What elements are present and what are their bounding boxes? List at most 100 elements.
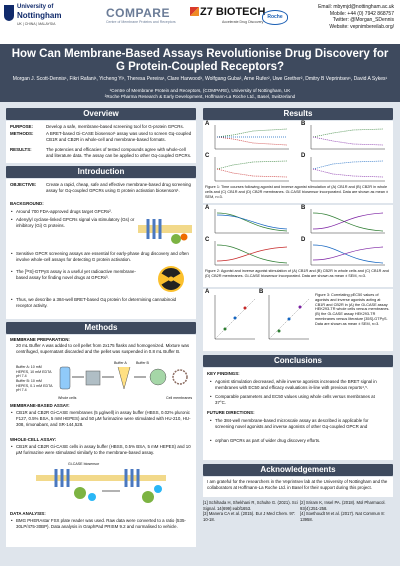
fig3-panel-a	[214, 295, 256, 340]
figure-3: A B Figure 3: Correlating pEC50 values o…	[203, 289, 393, 351]
fig2-panel-a	[214, 209, 289, 234]
acknowledgements-text: I am grateful for the researchers in the…	[207, 479, 388, 490]
future-directions-label: FUTURE DIRECTIONS:	[207, 410, 255, 415]
diagram-buffer-a-label: Buffer A	[114, 361, 127, 365]
fig2-label-d: D	[301, 237, 306, 243]
university-of-nottingham-logo: University of Nottingham UK | CHINA | MA…	[4, 3, 62, 37]
methods-panel: MEMBRANE PREPARATION: 20 mL Buffer A was…	[6, 335, 196, 547]
diagram-whole-cells-label: Whole cells	[58, 396, 77, 400]
fig2-panel-b	[310, 209, 385, 234]
gi-case-biosensor-diagram	[36, 469, 166, 503]
fig3-label-a: A	[205, 289, 210, 295]
background-label: BACKGROUND:	[10, 201, 44, 206]
fig1-label-a: A	[205, 121, 210, 127]
fig2-panel-d	[310, 241, 385, 266]
figure-3-caption: Figure 3: Correlating pEC50 values of ag…	[315, 293, 390, 326]
contact-website[interactable]: Website: vepnimbereilab.org/	[329, 23, 394, 30]
fig1-panel-c	[214, 157, 289, 182]
reference-2: [2] Sriram K, Insel PA. (2018). Mol Phar…	[300, 500, 386, 511]
background-bullet-4: The [³⁵S]-GTPγS assay is a useful yet ra…	[11, 269, 146, 281]
figure-1-chart	[214, 125, 385, 182]
figure-2-chart	[214, 209, 385, 266]
z7-biotech-icon	[190, 7, 199, 16]
affiliation-2: ²Roche Pharma Research & Early Developme…	[104, 94, 296, 99]
title-bar: How Can Membrane-Based Assays Revolution…	[0, 44, 400, 102]
z7-biotech-logo: Z7 BIOTECH	[200, 6, 266, 18]
background-bullet-1: Around 700 FDA-approved drugs target GPC…	[11, 209, 192, 215]
data-analysis-text: BMG PHERAstar FSX plate reader was used.…	[11, 518, 192, 530]
contact-twitter[interactable]: Twitter: @Morgan_SDennis	[332, 17, 394, 23]
reference-1: [1] Schihada H, Shekhani R, Schulte G. (…	[203, 500, 298, 511]
figure-2-caption: Figure 2: Agonist and inverse agonist st…	[205, 269, 389, 278]
contact-email[interactable]: Email: mbymjd@nottingham.ac.uk	[318, 4, 394, 10]
acknowledgements-heading: Acknowledgements	[203, 464, 393, 476]
contact-info: Email: mbymjd@nottingham.ac.uk Mobile: +…	[318, 4, 394, 30]
overview-panel: PURPOSE: Develop a safe, membrane-based …	[6, 121, 196, 163]
acknowledgements-panel: I am grateful for the researchers in the…	[203, 477, 393, 497]
affiliation-1: ¹Centre of Membrane Protein and Receptor…	[109, 88, 291, 93]
reference-3: [3] Manera CA et al. (2015). Eur J Med C…	[203, 511, 296, 522]
uon-logo-line3: UK | CHINA | MALAYSIA	[17, 22, 56, 26]
conclusions-panel: KEY FINDINGS: Agonist stimulation decrea…	[203, 368, 393, 460]
introduction-panel: OBJECTIVE: Create a rapid, cheap, safe a…	[6, 179, 196, 319]
membrane-assay-text: CB1R and CB2R Gi-CASE membranes (5 µg/we…	[11, 410, 192, 428]
header: University of Nottingham UK | CHINA | MA…	[0, 0, 400, 44]
introduction-heading: Introduction	[6, 166, 196, 178]
overview-heading: Overview	[6, 108, 196, 120]
future-direction-1: The 384-well membrane-based microscale a…	[210, 418, 387, 430]
key-finding-1: Agonist stimulation decreased, while inv…	[210, 379, 387, 391]
fig2-label-b: B	[301, 205, 306, 211]
objective-label: OBJECTIVE:	[10, 182, 37, 187]
membrane-prep-diagram	[59, 366, 188, 390]
results-heading: Results	[203, 108, 393, 120]
whole-cell-assay-text: CB1R and CB2R Gi-CASE cells in assay buf…	[11, 444, 192, 456]
gpcr-membrane-diagram	[138, 219, 192, 244]
radioactive-icon	[158, 266, 184, 292]
fig1-panel-d	[310, 157, 385, 182]
whole-cell-assay-label: WHOLE-CELL ASSAY:	[10, 437, 57, 442]
authors: Morgan J. Scott-Dennis¹, Fikri Rafani¹, …	[12, 76, 388, 82]
methods-heading: Methods	[6, 322, 196, 334]
fig3-panel-b	[268, 295, 310, 340]
uon-shield-icon	[4, 5, 14, 21]
roche-logo: Roche	[262, 10, 288, 25]
purpose-label: PURPOSE:	[10, 124, 33, 129]
key-findings-label: KEY FINDINGS:	[207, 371, 240, 376]
compare-logo: COMPARE	[106, 6, 170, 20]
results-label: RESULTS:	[10, 147, 32, 152]
fig2-label-a: A	[205, 205, 210, 211]
buffer-b-text: Buffer B: 10 mM HEPES, 0.1 mM EDTA pH 7.…	[16, 379, 53, 392]
fig2-label-c: C	[205, 237, 210, 243]
uon-logo-line2: Nottingham	[17, 11, 62, 20]
membrane-prep-label: MEMBRANE PREPARATION:	[10, 337, 70, 342]
fig3-label-b: B	[259, 289, 264, 295]
diagram-buffer-b-label: Buffer B	[136, 361, 149, 365]
affiliations: ¹Centre of Membrane Protein and Receptor…	[10, 88, 390, 100]
background-bullet-3: Sensitive GPCR screening assays are esse…	[11, 251, 192, 263]
purpose-text: Develop a safe, membrane-based screening…	[46, 124, 184, 129]
fig1-label-d: D	[301, 153, 306, 159]
background-bullet-2: Adenylyl cyclase-linked GPCRs signal via…	[11, 217, 136, 229]
references-col-1: [1] Schihada H, Shekhani R, Schulte G. (…	[203, 500, 298, 522]
biosensor-label: Gi-CASE biosensor	[68, 462, 100, 466]
key-finding-2: Comparable parameters and EC50 values us…	[210, 394, 387, 406]
poster-title: How Can Membrane-Based Assays Revolution…	[11, 48, 389, 73]
fig1-label-c: C	[205, 153, 210, 159]
figure-1-caption: Figure 1: Time courses following agonist…	[205, 185, 389, 199]
reference-4: [4] Soethoudt M et al. (2017). Nat Commu…	[300, 511, 385, 522]
buffer-a-text: Buffer A: 10 mM HEPES, 10 mM EDTA pH 7.4	[16, 365, 52, 378]
conclusions-heading: Conclusions	[203, 355, 393, 367]
fig2-panel-c	[214, 241, 289, 266]
fig1-label-b: B	[301, 121, 306, 127]
references-col-2: [2] Sriram K, Insel PA. (2018). Mol Phar…	[300, 500, 393, 522]
membrane-prep-text: 20 mL Buffer A was added to cell pellet …	[16, 343, 190, 354]
methods-label: METHODS:	[10, 131, 34, 136]
results-text: The potencies and efficacies of tested c…	[46, 147, 192, 158]
figure-3-chart	[214, 295, 310, 340]
methods-text: A BRET-based Gi-CASE biosensor¹ assay wa…	[46, 131, 192, 142]
uon-logo-line1: University of	[17, 4, 54, 10]
background-bullet-5: Thus, we describe a 384-well BRET-based …	[11, 297, 192, 309]
fig1-panel-b	[310, 125, 385, 150]
membrane-assay-label: MEMBRANE-BASED ASSAY:	[10, 403, 70, 408]
objective-text: Create a rapid, cheap, safe and effectiv…	[46, 182, 191, 193]
